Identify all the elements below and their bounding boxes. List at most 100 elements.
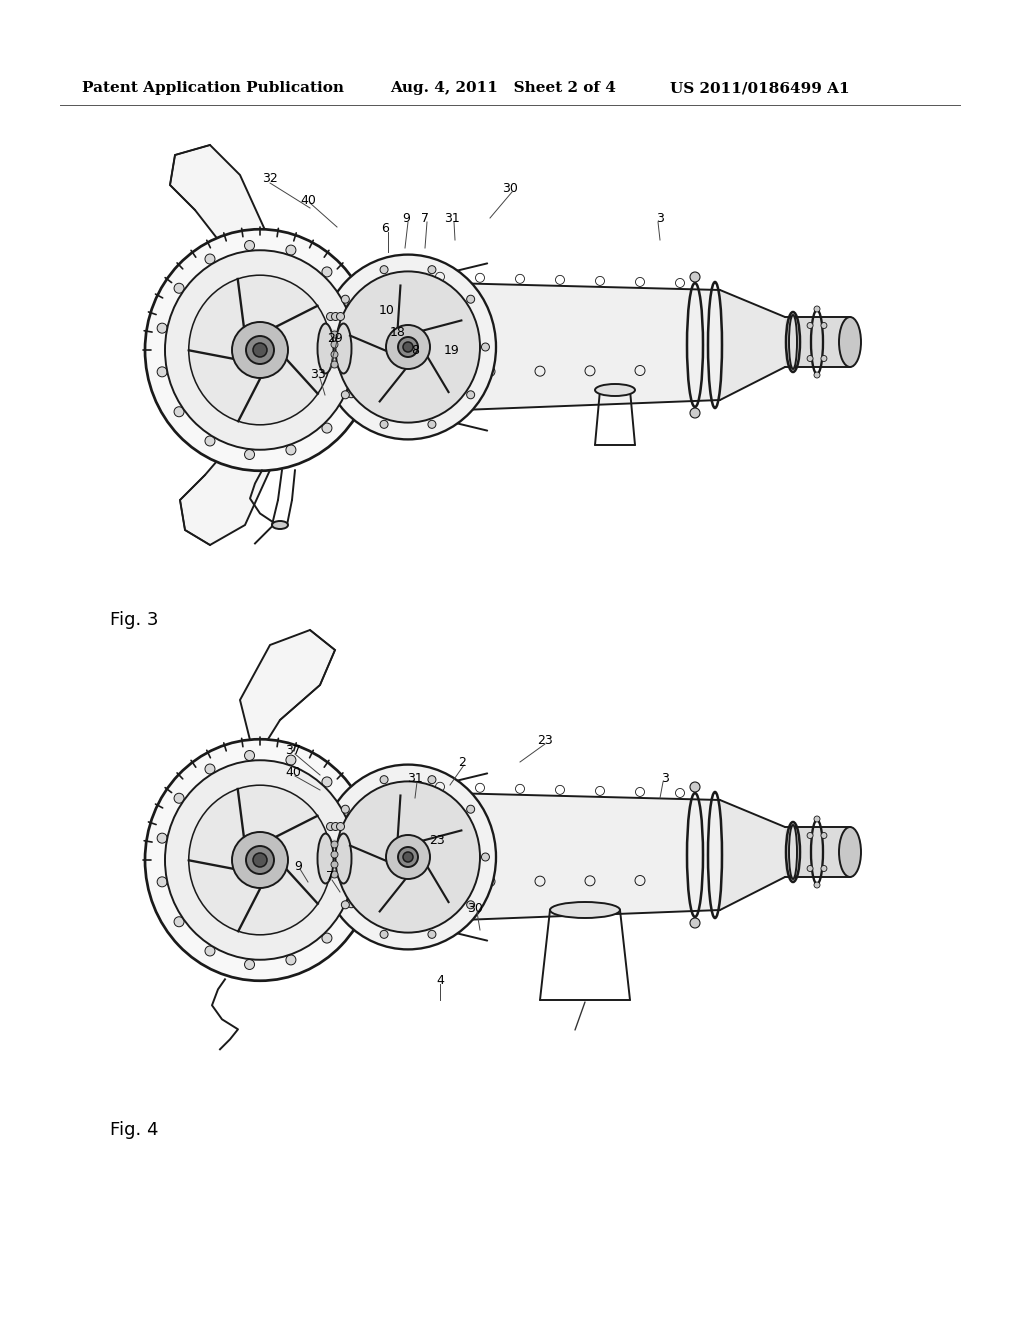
Circle shape (341, 391, 349, 399)
Circle shape (690, 781, 700, 792)
Text: 40: 40 (300, 194, 316, 206)
Text: 37: 37 (285, 743, 301, 756)
Circle shape (331, 871, 338, 878)
Circle shape (331, 841, 338, 847)
Text: 31: 31 (408, 771, 423, 784)
Polygon shape (720, 800, 785, 909)
Circle shape (341, 805, 349, 813)
Text: Aug. 4, 2011   Sheet 2 of 4: Aug. 4, 2011 Sheet 2 of 4 (390, 81, 615, 95)
Text: 31: 31 (444, 211, 460, 224)
Circle shape (467, 805, 475, 813)
Ellipse shape (550, 902, 620, 917)
Circle shape (174, 917, 184, 927)
Text: 10: 10 (379, 304, 395, 317)
Circle shape (380, 420, 388, 428)
Ellipse shape (397, 282, 419, 412)
Circle shape (807, 355, 813, 362)
Circle shape (814, 882, 820, 888)
Circle shape (467, 296, 475, 304)
Circle shape (322, 777, 332, 787)
Ellipse shape (145, 230, 375, 471)
Circle shape (428, 420, 436, 428)
Circle shape (232, 322, 288, 378)
Circle shape (690, 917, 700, 928)
Circle shape (157, 323, 167, 333)
Circle shape (232, 832, 288, 888)
Ellipse shape (397, 792, 419, 921)
Circle shape (157, 833, 167, 843)
Circle shape (322, 933, 332, 942)
Circle shape (467, 391, 475, 399)
Circle shape (814, 816, 820, 822)
Circle shape (403, 851, 413, 862)
Text: 30: 30 (502, 181, 518, 194)
Polygon shape (326, 329, 343, 368)
Text: 32: 32 (262, 172, 278, 185)
Polygon shape (180, 440, 270, 545)
Circle shape (331, 351, 338, 358)
Text: 7: 7 (326, 870, 334, 883)
Circle shape (322, 267, 332, 277)
Circle shape (814, 372, 820, 378)
Ellipse shape (336, 781, 480, 933)
Text: 23: 23 (538, 734, 553, 747)
Circle shape (246, 337, 274, 364)
Circle shape (327, 822, 335, 830)
Circle shape (322, 424, 332, 433)
Circle shape (690, 272, 700, 282)
Polygon shape (410, 282, 720, 412)
Ellipse shape (165, 760, 355, 960)
Circle shape (428, 265, 436, 273)
Circle shape (157, 367, 167, 376)
Circle shape (481, 343, 489, 351)
Circle shape (467, 900, 475, 908)
Circle shape (380, 931, 388, 939)
Circle shape (821, 833, 827, 838)
Circle shape (286, 755, 296, 766)
Ellipse shape (595, 384, 635, 396)
Circle shape (814, 306, 820, 312)
Text: 19: 19 (444, 343, 460, 356)
Circle shape (205, 436, 215, 446)
Circle shape (398, 337, 418, 356)
Text: 23: 23 (429, 833, 444, 846)
Circle shape (205, 253, 215, 264)
Ellipse shape (336, 323, 351, 374)
Ellipse shape (839, 828, 861, 876)
Text: 30: 30 (467, 902, 483, 915)
Text: 9: 9 (294, 859, 302, 873)
Circle shape (337, 822, 344, 830)
Ellipse shape (790, 825, 797, 879)
Circle shape (355, 345, 365, 355)
Circle shape (386, 325, 430, 370)
Ellipse shape (188, 785, 331, 935)
Polygon shape (785, 317, 850, 367)
Polygon shape (240, 630, 335, 760)
Circle shape (174, 793, 184, 804)
Circle shape (332, 313, 340, 321)
Text: 18: 18 (390, 326, 406, 338)
Text: 3: 3 (656, 211, 664, 224)
Circle shape (807, 833, 813, 838)
Polygon shape (410, 792, 720, 921)
Polygon shape (785, 828, 850, 876)
Circle shape (253, 853, 267, 867)
Circle shape (174, 407, 184, 417)
Text: 6: 6 (381, 222, 389, 235)
Circle shape (205, 946, 215, 956)
Circle shape (246, 846, 274, 874)
Text: 4: 4 (436, 974, 444, 986)
Circle shape (327, 853, 335, 861)
Circle shape (386, 836, 430, 879)
Circle shape (327, 313, 335, 321)
Circle shape (337, 313, 344, 321)
Circle shape (355, 855, 365, 865)
Circle shape (331, 360, 338, 368)
Circle shape (481, 853, 489, 861)
Text: 29: 29 (327, 331, 343, 345)
Circle shape (380, 776, 388, 784)
Circle shape (346, 812, 356, 822)
Ellipse shape (145, 739, 375, 981)
Ellipse shape (790, 315, 797, 370)
Circle shape (157, 876, 167, 887)
